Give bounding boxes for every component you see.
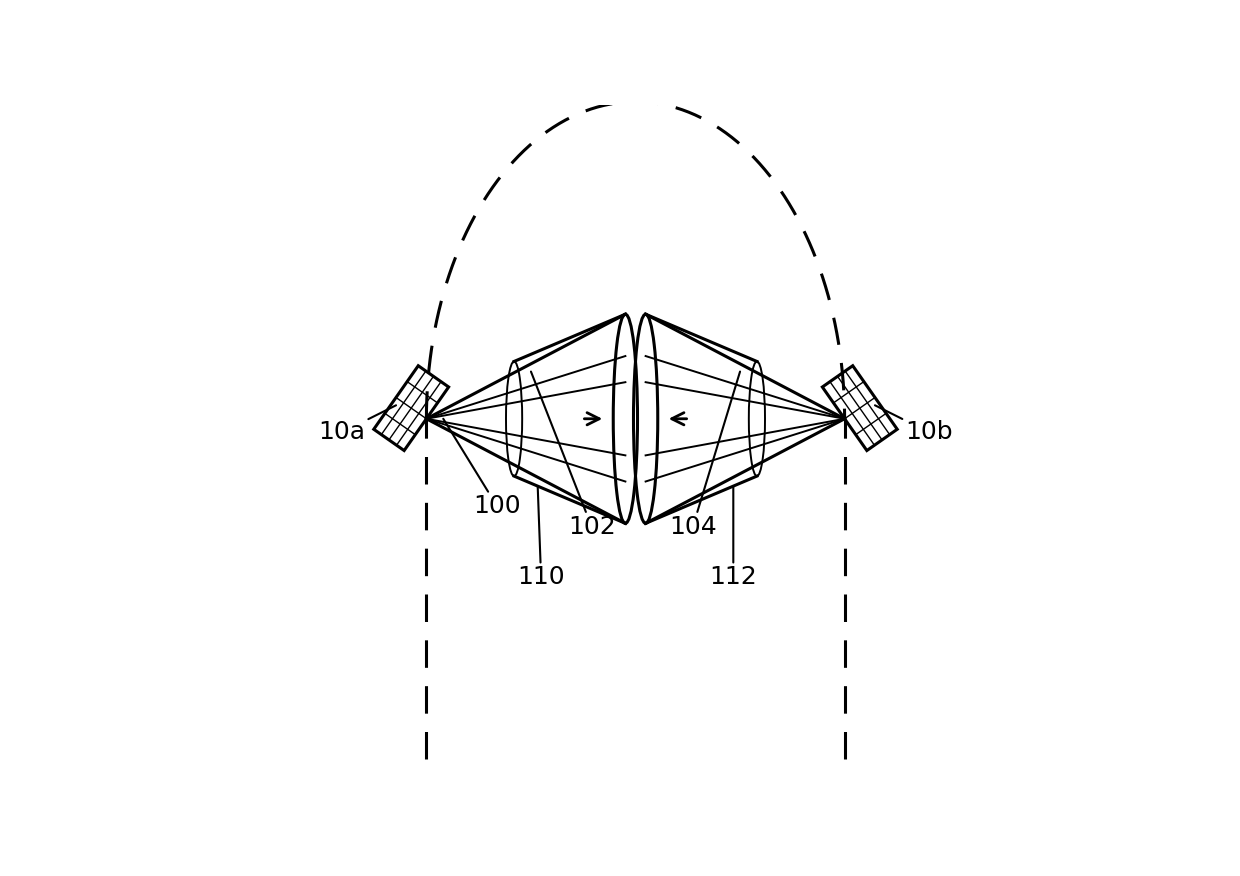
Text: 102: 102 <box>531 371 615 539</box>
Text: 104: 104 <box>668 371 740 539</box>
Text: 112: 112 <box>709 486 758 590</box>
Text: 10b: 10b <box>875 406 952 444</box>
Text: 100: 100 <box>443 419 521 519</box>
Text: 10a: 10a <box>319 406 396 444</box>
Text: 110: 110 <box>517 486 565 590</box>
